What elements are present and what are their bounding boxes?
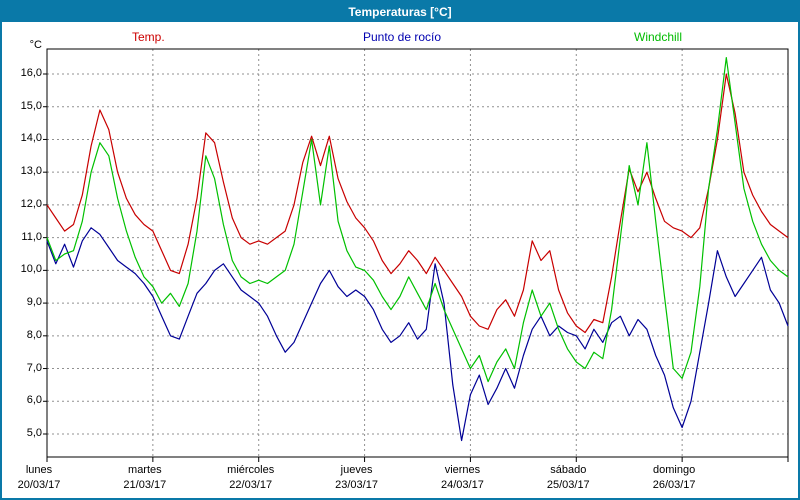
series-line-punto-de-roc-o [46,227,789,442]
legend-windchill-label: Windchill [634,30,683,44]
plot-border [46,48,789,458]
temperature-chart [43,48,789,462]
day-date-label: 24/03/17 [441,479,484,491]
series-line-windchill [46,56,789,383]
legend-temp-label: Temp. [132,30,165,44]
day-date-label: 20/03/17 [17,479,61,491]
series-line-temp- [46,73,789,334]
day-date-label: 26/03/17 [652,479,696,491]
chart-content: Temp. Punto de rocío Windchill °C 16,0 15,… [4,4,798,498]
day-date-label: 25/03/17 [546,479,590,491]
day-date-label: 23/03/17 [335,479,378,491]
title-bar: Temperaturas [°C] [2,2,798,22]
day-date-label: 22/03/17 [229,479,273,491]
day-date-label: 21/03/17 [123,479,167,491]
legend-dewpoint-label: Punto de rocío [362,30,442,44]
